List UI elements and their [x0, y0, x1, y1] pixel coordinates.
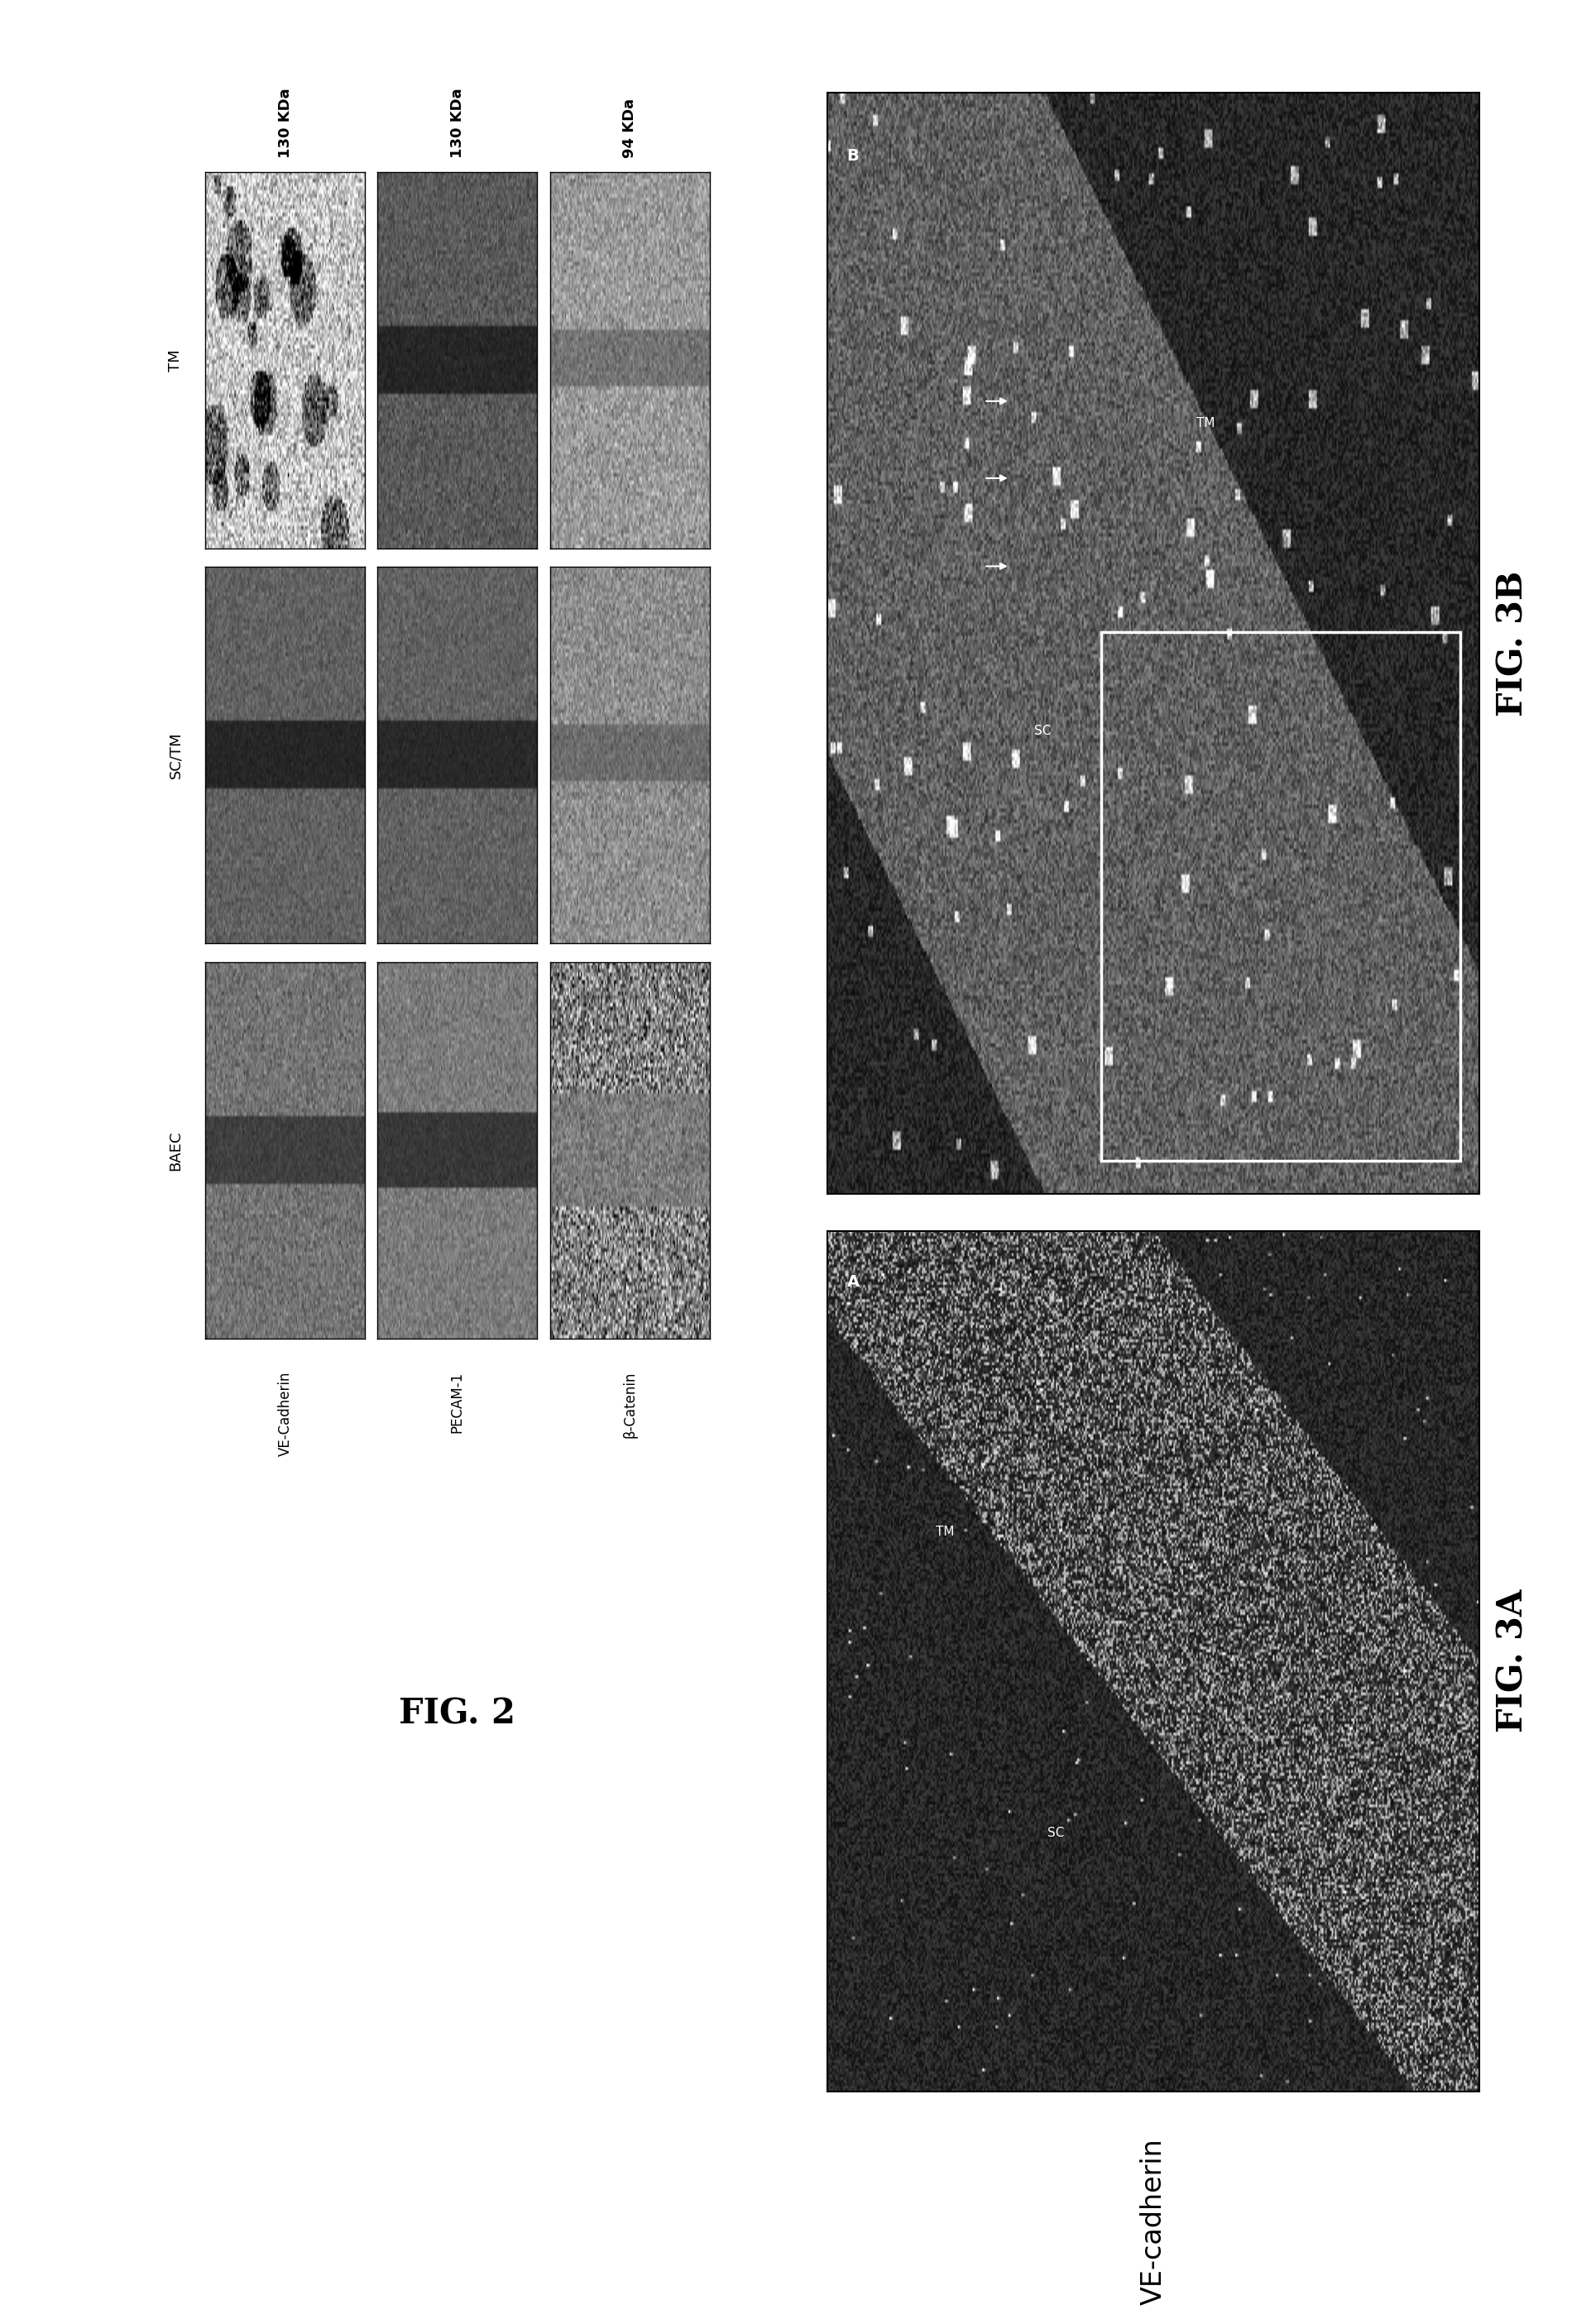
Text: TM: TM	[169, 349, 183, 372]
Text: SC: SC	[1047, 1827, 1064, 1841]
Text: B: B	[846, 149, 859, 163]
Text: VE-cadherin: VE-cadherin	[1139, 2138, 1168, 2305]
Text: TM: TM	[936, 1527, 955, 1538]
Bar	[1101, 632, 1461, 1160]
Text: TM: TM	[1196, 416, 1216, 430]
Text: FIG. 3A: FIG. 3A	[1496, 1590, 1531, 1734]
Text: 130 KDa: 130 KDa	[450, 88, 465, 158]
Text: 130 KDa: 130 KDa	[277, 88, 293, 158]
Text: VE-Cadherin: VE-Cadherin	[277, 1371, 293, 1455]
Text: PECAM-1: PECAM-1	[450, 1371, 465, 1432]
Text: A: A	[846, 1274, 859, 1290]
Text: BAEC: BAEC	[169, 1129, 183, 1171]
Text: SC/TM: SC/TM	[169, 732, 183, 779]
Text: FIG. 2: FIG. 2	[399, 1697, 515, 1731]
Text: FIG. 3B: FIG. 3B	[1496, 569, 1531, 716]
Text: SC: SC	[1034, 725, 1052, 737]
Text: β-Catenin: β-Catenin	[622, 1371, 638, 1439]
Text: 94 KDa: 94 KDa	[622, 98, 638, 158]
